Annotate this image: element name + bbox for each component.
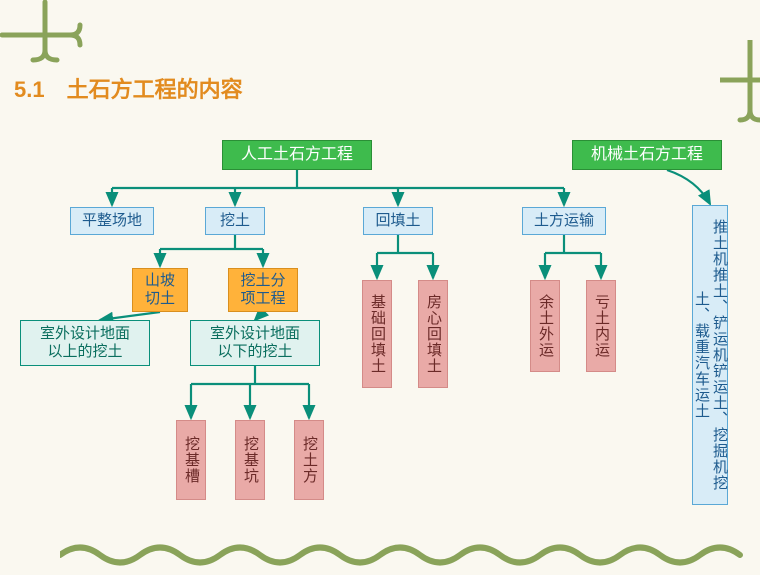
node-l1a: 平整场地 (70, 207, 154, 235)
node-mech: 推土机推土、铲运机铲运土、挖掘机挖土、载重汽车运土 (692, 205, 728, 505)
node-pk6: 余土外运 (530, 280, 560, 372)
node-l2a: 山坡 切土 (132, 268, 188, 312)
node-pk5: 房心回填土 (418, 280, 448, 388)
node-l3b: 室外设计地面 以下的挖土 (190, 320, 320, 366)
decor-top-left (0, 0, 90, 80)
node-l2b: 挖土分 项工程 (228, 268, 298, 312)
node-root1: 人工土石方工程 (222, 140, 372, 170)
node-root2: 机械土石方工程 (572, 140, 722, 170)
node-l1d: 土方运输 (522, 207, 606, 235)
node-pk4: 基础回填土 (362, 280, 392, 388)
node-pk2: 挖基坑 (235, 420, 265, 500)
node-pk3: 挖土方 (294, 420, 324, 500)
node-pk7: 亏土内运 (586, 280, 616, 372)
node-l1b: 挖土 (205, 207, 265, 235)
node-pk1: 挖基槽 (176, 420, 206, 500)
decor-top-right (720, 40, 760, 130)
page-title: 5.1 土石方工程的内容 (14, 72, 243, 104)
node-l1c: 回填土 (363, 207, 433, 235)
node-l3a: 室外设计地面 以上的挖土 (20, 320, 150, 366)
decor-bottom (60, 535, 760, 575)
